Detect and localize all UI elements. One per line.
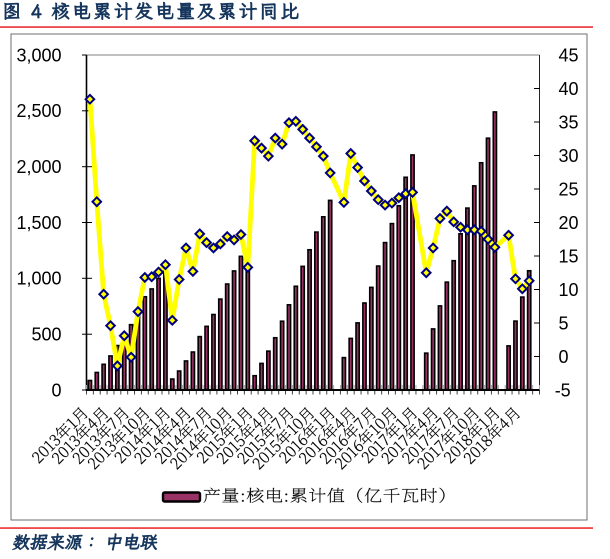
svg-text:1,000: 1,000 [16, 269, 61, 289]
svg-text:5: 5 [559, 313, 569, 333]
svg-text:1,500: 1,500 [16, 213, 61, 233]
svg-text:15: 15 [559, 246, 579, 266]
svg-text:25: 25 [559, 179, 579, 199]
svg-text:45: 45 [559, 45, 579, 65]
svg-text:500: 500 [31, 325, 61, 345]
svg-text:0: 0 [559, 347, 569, 367]
svg-text:-5: -5 [555, 380, 571, 400]
svg-text:0: 0 [51, 380, 61, 400]
svg-text:3,000: 3,000 [16, 45, 61, 65]
svg-text:40: 40 [559, 79, 579, 99]
svg-text:30: 30 [559, 146, 579, 166]
svg-text:10: 10 [559, 280, 579, 300]
svg-text:2,500: 2,500 [16, 101, 61, 121]
svg-text:35: 35 [559, 112, 579, 132]
svg-text:2,000: 2,000 [16, 157, 61, 177]
svg-text:20: 20 [559, 213, 579, 233]
